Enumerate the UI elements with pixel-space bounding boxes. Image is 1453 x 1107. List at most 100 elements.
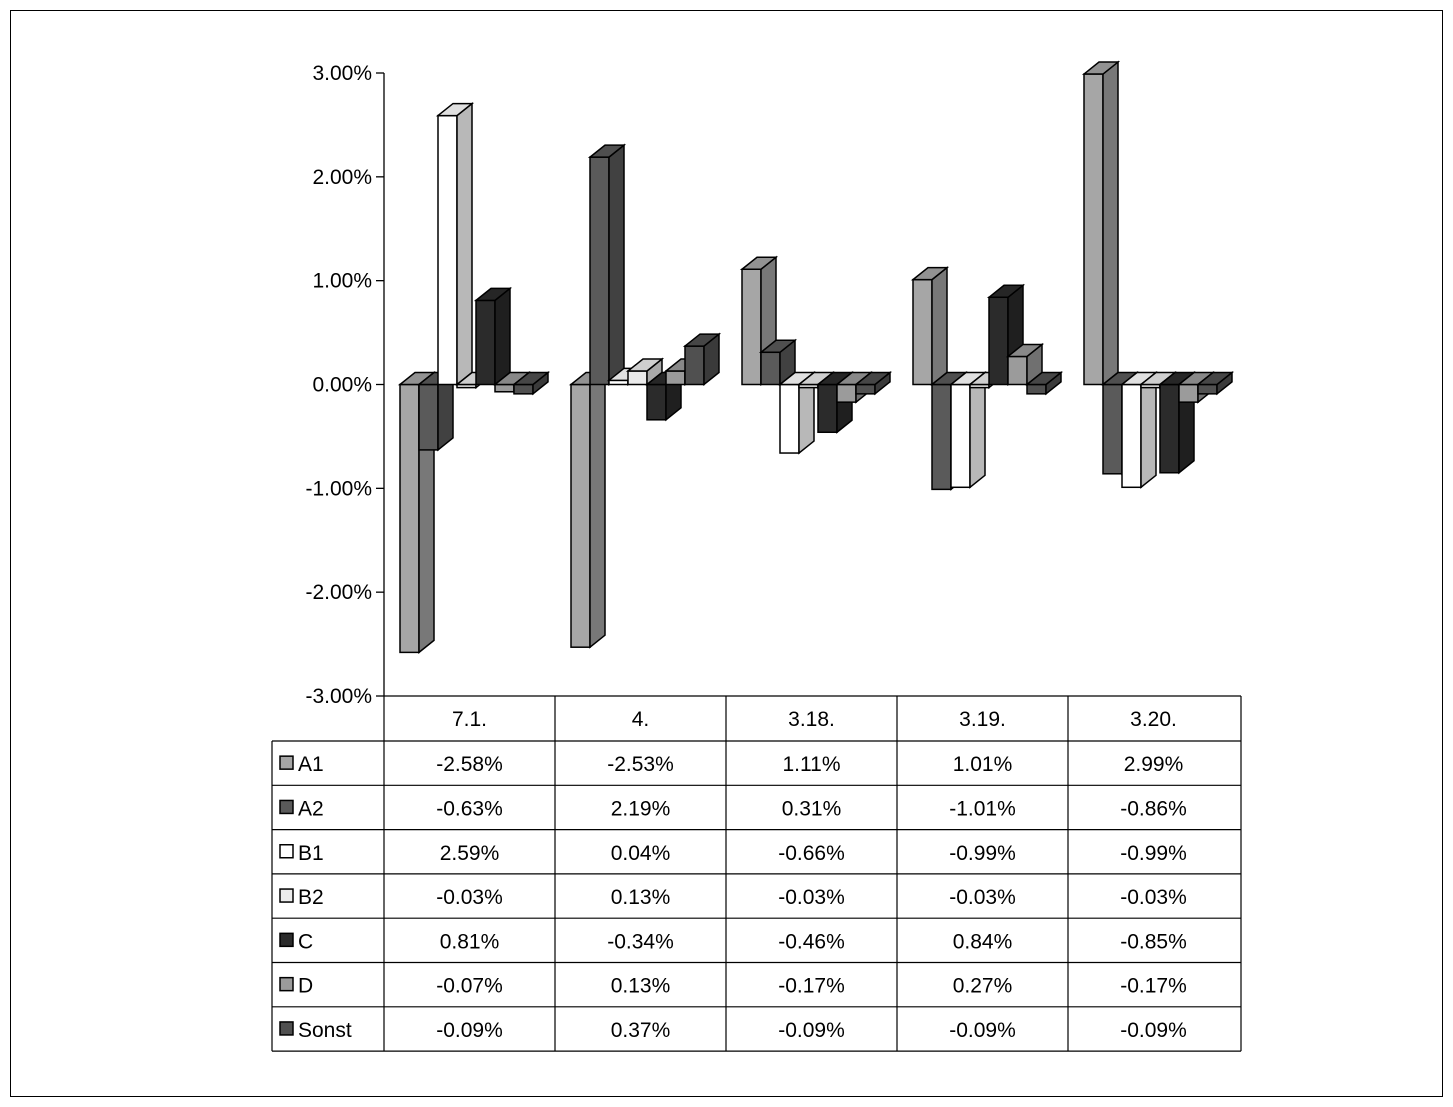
bar-B1-7.1.	[435, 102, 475, 387]
bar-C-7.1.	[473, 286, 513, 387]
bar-top	[682, 333, 722, 347]
data-label: -0.86%	[1120, 797, 1187, 820]
data-label: -0.03%	[778, 886, 845, 909]
data-label: -0.85%	[1120, 930, 1187, 953]
legend-label-B1: B1	[298, 842, 324, 865]
bar-side	[1102, 60, 1119, 387]
bar-front	[627, 370, 648, 386]
bar-B2-4.	[625, 357, 665, 387]
y-tick-label: 3.00%	[312, 62, 372, 85]
data-label: 0.31%	[782, 797, 842, 820]
bar-front	[1102, 383, 1123, 475]
data-table: 7.1. 4. 3.18. 3.19. 3.20. A1 -2.58% -2.53% 1.11%…	[271, 695, 1242, 1052]
data-label: -0.09%	[949, 1019, 1016, 1042]
bar-front	[741, 268, 762, 386]
bar-B1-3.18.	[777, 370, 817, 455]
legend-label-B2: B2	[298, 886, 324, 909]
bar-side	[608, 143, 625, 387]
data-label: 2.19%	[611, 797, 671, 820]
data-label: 0.13%	[611, 975, 671, 998]
bar-front	[950, 383, 971, 489]
legend-label-D: D	[298, 975, 313, 998]
y-tick-label: -3.00%	[305, 685, 372, 708]
legend-swatch-B2	[279, 888, 294, 903]
legend-swatch-D	[279, 976, 294, 992]
data-label: -0.09%	[778, 1019, 845, 1042]
bar-front	[570, 383, 591, 648]
bar-Sonst-3.19.	[1024, 370, 1064, 396]
data-label: -0.34%	[607, 930, 674, 953]
bar-A2-3.18.	[758, 338, 798, 387]
y-tick-label: 2.00%	[312, 166, 372, 189]
y-tick-label: 1.00%	[312, 270, 372, 293]
data-label: -0.63%	[436, 797, 503, 820]
bar-front	[817, 383, 838, 434]
bar-Sonst-7.1.	[511, 370, 551, 396]
data-label: 1.01%	[953, 753, 1013, 776]
bar-A1-4.	[568, 370, 608, 649]
bar-side	[589, 370, 606, 649]
bar-side	[456, 102, 473, 387]
y-axis: 3.00% 2.00% 1.00% 0.00% -1.00% -2.00% -3.00%	[305, 62, 385, 708]
bar-top	[625, 358, 665, 372]
bar-front	[418, 383, 439, 451]
data-label: -0.17%	[778, 975, 845, 998]
bar-front	[494, 383, 515, 393]
bar-top	[986, 284, 1026, 299]
bar-side	[494, 286, 511, 387]
data-label: -0.99%	[949, 842, 1016, 865]
bar-front	[931, 383, 952, 491]
bar-top	[1195, 371, 1235, 386]
data-label: -1.01%	[949, 797, 1016, 820]
data-label: -0.07%	[436, 975, 503, 998]
bar-top	[587, 144, 627, 158]
bar-front	[399, 383, 420, 654]
bar-Sonst-3.20.	[1195, 370, 1235, 396]
y-tick-label: -2.00%	[305, 581, 372, 604]
bar-front	[912, 278, 933, 386]
bar-Sonst-3.18.	[853, 370, 893, 396]
legend-swatch-A2	[279, 799, 294, 815]
bar-front	[646, 383, 667, 421]
bar-A1-3.20.	[1081, 60, 1121, 387]
bar-front	[1007, 355, 1028, 386]
category-header: 3.19.	[959, 708, 1006, 731]
category-header: 3.18.	[788, 708, 835, 731]
data-label: -0.99%	[1120, 842, 1187, 865]
data-label: -0.66%	[778, 842, 845, 865]
legend-swatch-A1	[279, 755, 294, 770]
category-header: 7.1.	[452, 708, 487, 731]
bar-top	[435, 102, 475, 117]
bar-front	[1159, 383, 1180, 474]
bar-top	[758, 339, 798, 354]
bar-front	[665, 370, 686, 386]
data-label: -0.17%	[1120, 975, 1187, 998]
bar-side	[931, 266, 948, 387]
legend-label-A2: A2	[298, 797, 324, 820]
data-label: 0.84%	[953, 930, 1013, 953]
bar-top	[910, 266, 950, 281]
data-label: 0.04%	[611, 842, 671, 865]
bar-front	[513, 383, 534, 395]
bar-Sonst-4.	[682, 332, 722, 387]
y-tick-label: -1.00%	[305, 477, 372, 500]
bar-front	[1178, 383, 1199, 403]
bar-top	[853, 371, 893, 386]
data-label: -0.03%	[436, 886, 503, 909]
bar-front	[437, 114, 458, 386]
category-header: 4.	[632, 708, 650, 731]
bars-layer	[397, 60, 1235, 654]
data-label: 0.81%	[440, 930, 500, 953]
bar-side	[969, 370, 986, 489]
bar-front	[988, 296, 1009, 386]
data-label: 2.99%	[1124, 753, 1184, 776]
data-label: -0.03%	[1120, 886, 1187, 909]
data-label: 1.11%	[783, 753, 841, 776]
bar-front	[684, 345, 705, 386]
bar-front	[1026, 383, 1047, 395]
bar-top	[1081, 61, 1121, 75]
data-label: -2.53%	[607, 753, 674, 776]
bar-front	[760, 351, 781, 386]
legend-label-C: C	[298, 930, 313, 953]
